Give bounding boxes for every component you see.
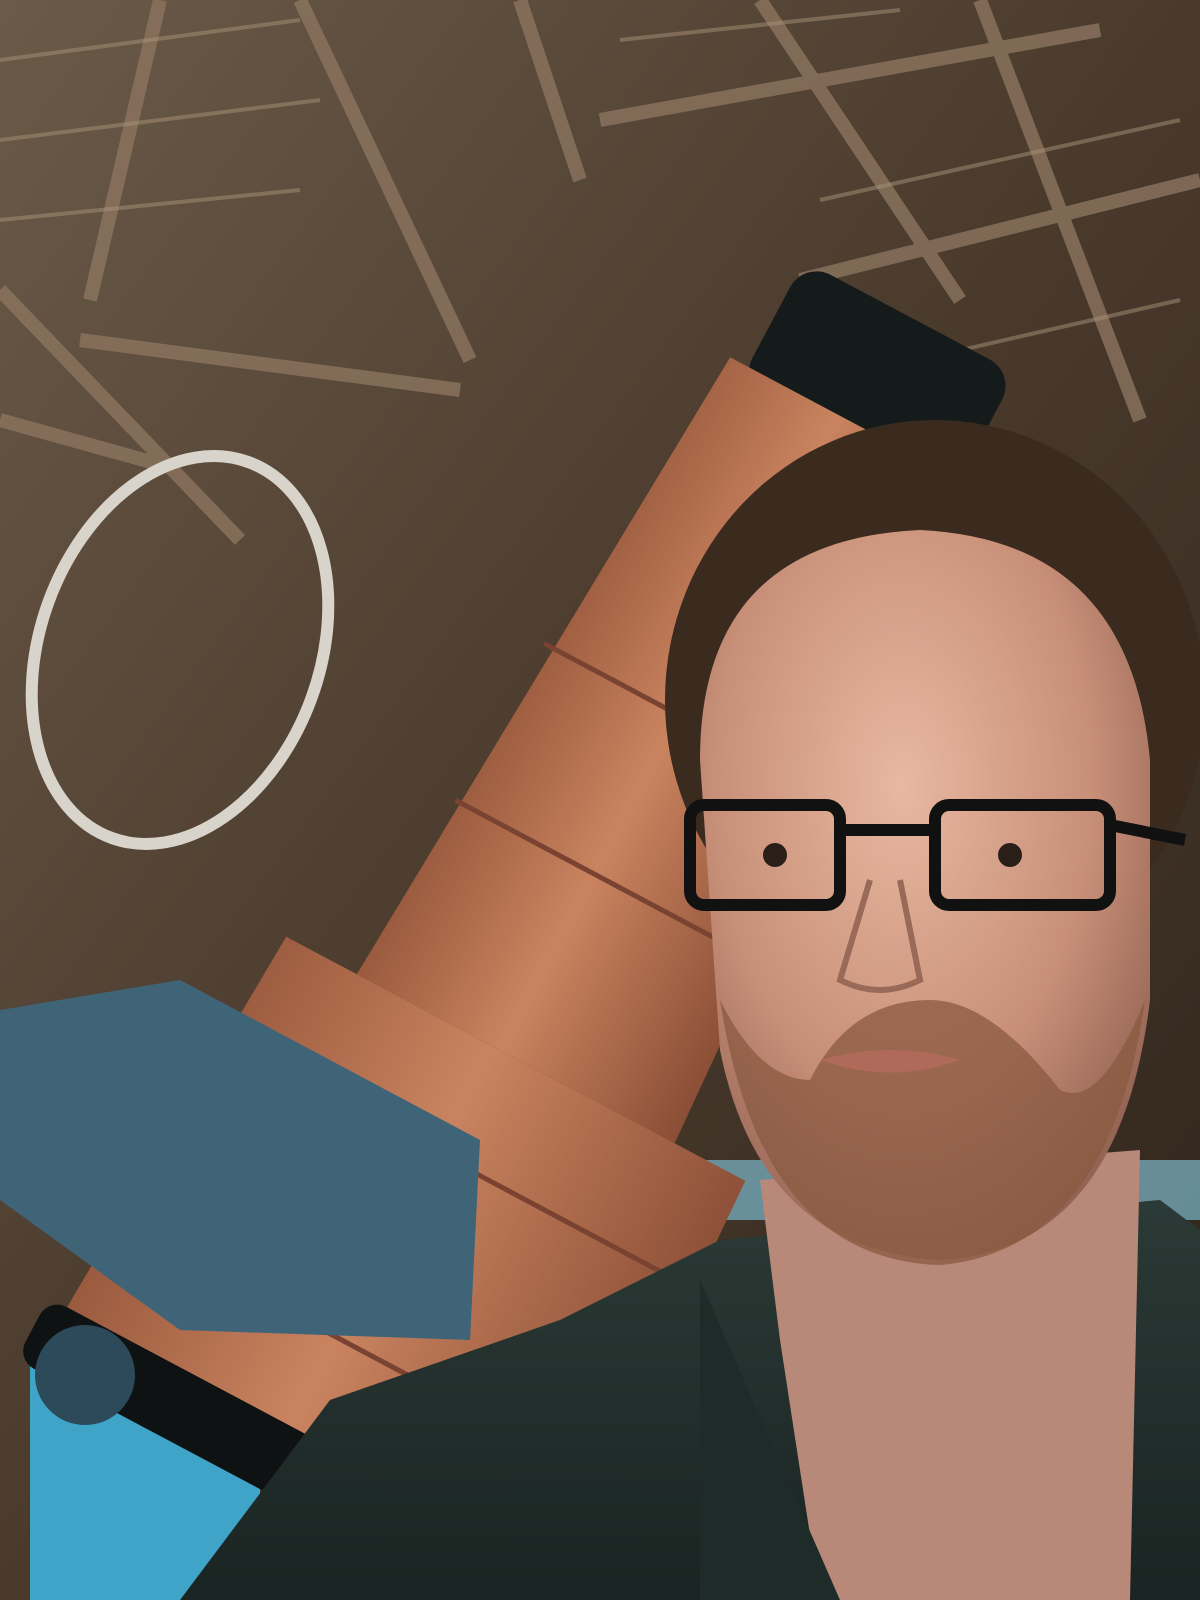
neck [760, 1150, 1140, 1600]
beard [720, 1000, 1145, 1265]
eye-left [763, 843, 787, 867]
mouth [820, 1050, 960, 1073]
mount-plate [0, 980, 480, 1340]
rafters [0, 0, 1200, 545]
collar [700, 1280, 840, 1600]
nose [836, 879, 924, 993]
glasses [684, 799, 1187, 911]
knob [35, 1325, 135, 1425]
eye-right [998, 843, 1022, 867]
declination-ring [25, 450, 335, 850]
